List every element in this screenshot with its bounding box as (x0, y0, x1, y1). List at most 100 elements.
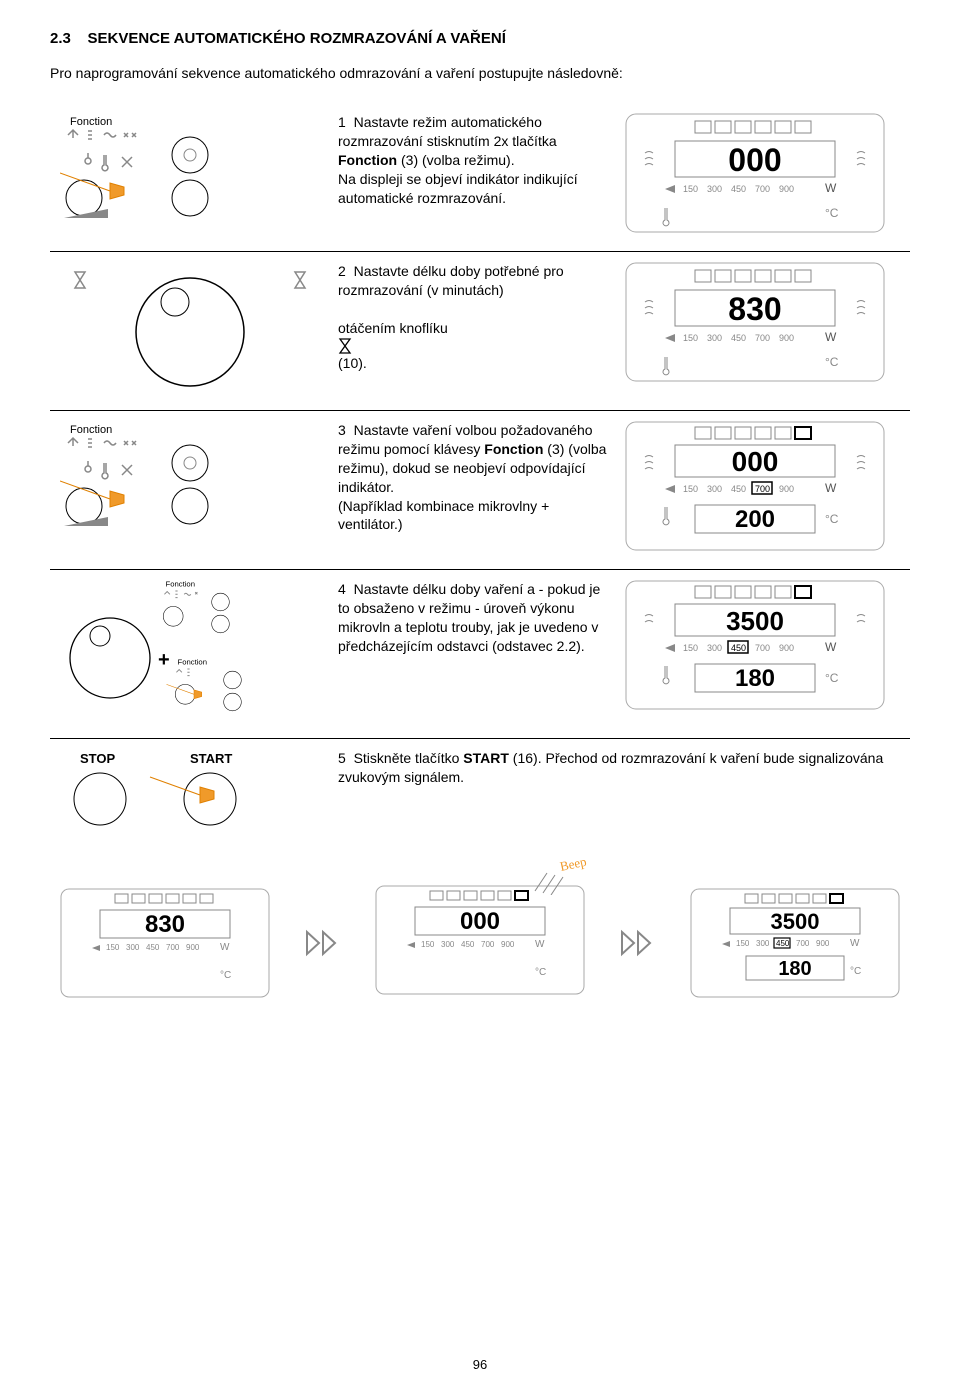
footer-sequence: 830 150300450700900W °C 000 150300450700… (50, 885, 910, 1000)
step-num: 5 (338, 750, 346, 766)
svg-text:180: 180 (735, 665, 775, 692)
svg-text:300: 300 (707, 184, 722, 194)
step-4-row: Fonction + Fonction (50, 570, 910, 739)
svg-text:300: 300 (756, 939, 770, 948)
step-4-display: 3500 150 300 450 700 900 W 180 °C (615, 580, 895, 710)
step-5-text: 5 Stiskněte tlačítko START (16). Přechod… (330, 749, 910, 787)
stop-label: STOP (80, 751, 115, 766)
step-5-stop-start: STOP START (50, 749, 330, 839)
footer-display-3: 3500 150300 450 700900W 180 °C (690, 888, 900, 998)
step-4-text: 4 Nastavte délku doby vaření a - pokud j… (330, 580, 615, 656)
stop-button[interactable] (74, 773, 126, 825)
svg-text:300: 300 (707, 333, 722, 343)
svg-text:900: 900 (186, 943, 200, 952)
step-num: 4 (338, 581, 346, 597)
section-title-text: SEKVENCE AUTOMATICKÉHO ROZMRAZOVÁNÍ A VA… (88, 30, 506, 47)
beep-indicator: Beep (525, 855, 595, 895)
svg-text:150: 150 (421, 940, 435, 949)
svg-text:450: 450 (146, 943, 160, 952)
fonction-label: Fonction (70, 116, 112, 128)
step-num: 3 (338, 422, 346, 438)
svg-text:Fonction: Fonction (178, 658, 208, 667)
plus-symbol: + (158, 649, 170, 671)
svg-text:W: W (825, 181, 837, 195)
svg-text:700: 700 (755, 484, 770, 494)
step-1-row: Fonction 1 (50, 103, 910, 252)
forward-arrow-icon (303, 928, 343, 958)
footer-display-2-wrap: 000 150300450700900W °C Beep (375, 885, 585, 1000)
svg-text:000: 000 (732, 446, 779, 477)
svg-text:3500: 3500 (771, 909, 820, 934)
forward-arrow-icon (618, 928, 658, 958)
svg-text:°C: °C (850, 966, 861, 977)
svg-text:450: 450 (731, 484, 746, 494)
svg-text:450: 450 (731, 643, 746, 653)
svg-text:W: W (535, 939, 545, 950)
rotary-dial[interactable] (70, 618, 150, 698)
svg-text:700: 700 (755, 643, 770, 653)
step-4-dual-illustration: Fonction + Fonction (50, 580, 330, 720)
svg-text:900: 900 (779, 643, 794, 653)
svg-text:Beep: Beep (559, 855, 588, 874)
section-number: 2.3 (50, 30, 71, 47)
svg-text:900: 900 (779, 184, 794, 194)
svg-text:700: 700 (481, 940, 495, 949)
footer-display-1: 830 150 300 450 700 900 W °C (60, 888, 270, 998)
svg-text:450: 450 (776, 939, 790, 948)
step-3-display: 000 150300450 700 900 W 200 °C (615, 421, 895, 551)
svg-text:Fonction: Fonction (70, 424, 112, 436)
svg-text:300: 300 (441, 940, 455, 949)
svg-text:830: 830 (145, 911, 185, 938)
svg-text:°C: °C (825, 512, 839, 526)
svg-text:700: 700 (166, 943, 180, 952)
svg-text:150: 150 (683, 333, 698, 343)
step-1-control-illustration: Fonction (50, 113, 330, 223)
page-number: 96 (0, 1357, 960, 1372)
svg-text:°C: °C (825, 671, 839, 685)
svg-text:Fonction: Fonction (166, 580, 196, 589)
svg-text:300: 300 (126, 943, 140, 952)
svg-text:W: W (825, 640, 837, 654)
hourglass-icon (338, 338, 352, 354)
fonction-button[interactable] (66, 180, 102, 216)
svg-text:150: 150 (106, 943, 120, 952)
svg-text:°C: °C (535, 967, 546, 978)
step-2-text: 2 Nastavte délku doby potřebné pro rozmr… (330, 262, 615, 372)
mode-button-bottom[interactable] (172, 180, 208, 216)
step-3-text: 3 Nastavte vaření volbou požadovaného re… (330, 421, 615, 534)
svg-text:°C: °C (825, 206, 839, 220)
svg-text:700: 700 (755, 333, 770, 343)
svg-text:W: W (850, 938, 860, 949)
svg-text:450: 450 (461, 940, 475, 949)
svg-text:900: 900 (816, 939, 830, 948)
svg-text:°C: °C (220, 970, 231, 981)
svg-text:150: 150 (683, 643, 698, 653)
svg-text:W: W (825, 481, 837, 495)
step-2-dial-illustration (50, 262, 330, 392)
svg-text:300: 300 (707, 643, 722, 653)
svg-text:W: W (220, 942, 230, 953)
svg-text:150: 150 (683, 184, 698, 194)
svg-text:W: W (825, 330, 837, 344)
main-display-value: 830 (728, 291, 781, 327)
fonction-mode-icons (68, 130, 136, 139)
mode-button-top[interactable] (172, 137, 208, 173)
step-1-display: 000 150300450700900 W °C (615, 113, 895, 233)
step-5-row: STOP START 5 Stiskněte tlačítko START (1… (50, 739, 910, 857)
svg-text:450: 450 (731, 333, 746, 343)
svg-text:450: 450 (731, 184, 746, 194)
fonction-button[interactable] (66, 488, 102, 524)
step-2-row: 2 Nastavte délku doby potřebné pro rozmr… (50, 252, 910, 411)
section-heading: 2.3 SEKVENCE AUTOMATICKÉHO ROZMRAZOVÁNÍ … (50, 30, 910, 47)
start-label: START (190, 751, 232, 766)
svg-text:300: 300 (707, 484, 722, 494)
svg-text:900: 900 (779, 484, 794, 494)
step-num: 1 (338, 114, 346, 130)
svg-text:700: 700 (755, 184, 770, 194)
svg-text:700: 700 (796, 939, 810, 948)
intro-paragraph: Pro naprogramování sekvence automatickéh… (50, 65, 910, 81)
step-3-control-illustration: Fonction (50, 421, 330, 531)
svg-text:3500: 3500 (726, 606, 784, 636)
svg-text:180: 180 (778, 958, 811, 980)
rotary-dial[interactable] (136, 278, 244, 386)
